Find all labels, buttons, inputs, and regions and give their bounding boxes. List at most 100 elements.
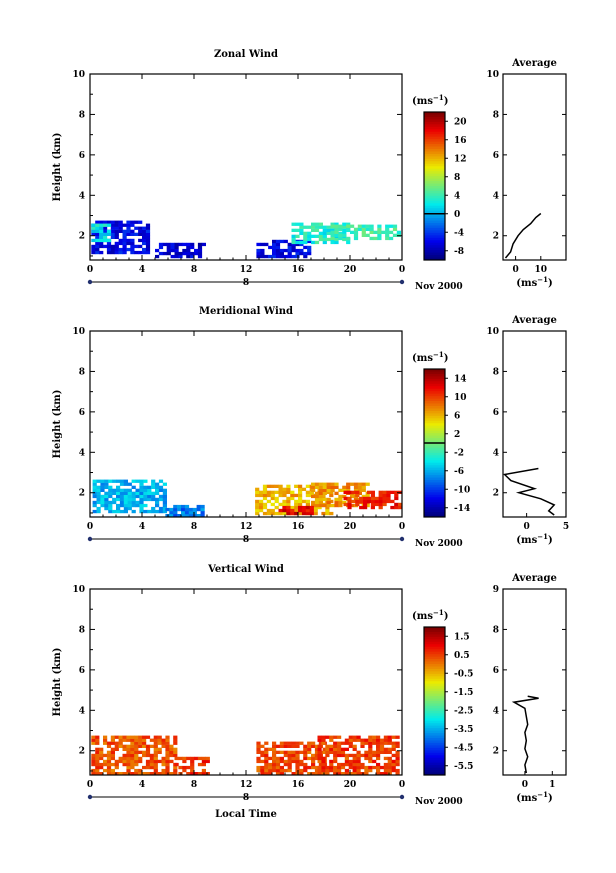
heatmap-cell xyxy=(256,242,261,247)
colorbar-segment xyxy=(424,183,445,187)
heatmap-cell xyxy=(158,506,164,511)
heatmap-region xyxy=(91,735,178,776)
heatmap-cell xyxy=(96,488,101,492)
heatmap-cell xyxy=(361,230,366,234)
heatmap-cell xyxy=(295,228,300,232)
heatmap-cell xyxy=(329,747,334,751)
heatmap-cell xyxy=(282,490,287,494)
heatmap-cell xyxy=(307,248,312,253)
colorbar-tick-label: -8 xyxy=(454,247,464,257)
heatmap-cell xyxy=(116,506,121,511)
heatmap-cell xyxy=(326,488,331,492)
heatmap-cell xyxy=(378,499,383,504)
heatmap-cell xyxy=(291,237,296,242)
heatmap-cell xyxy=(274,484,279,488)
heatmap-cell xyxy=(91,772,96,776)
heatmap-cell xyxy=(387,756,392,761)
heatmap-cell xyxy=(303,254,308,259)
heatmap-cell xyxy=(279,750,284,754)
colorbar-segment xyxy=(424,116,445,120)
heatmap-cell xyxy=(201,756,206,761)
colorbar-segment xyxy=(424,126,445,130)
heatmap-cell xyxy=(383,738,388,742)
heatmap-cell xyxy=(166,251,171,256)
average-y-tick-label: 8 xyxy=(493,367,499,377)
heatmap-cell xyxy=(307,772,312,776)
heatmap-cell xyxy=(295,762,300,767)
heatmap-cell xyxy=(147,491,152,495)
heatmap-cell xyxy=(266,490,271,494)
heatmap-cell xyxy=(139,491,144,495)
heatmap-cell xyxy=(317,738,322,742)
heatmap-cell xyxy=(106,753,112,758)
heatmap-cell xyxy=(272,248,277,253)
heatmap-cell xyxy=(305,508,310,513)
heatmap-cell xyxy=(145,750,151,754)
heatmap-cell xyxy=(313,511,318,516)
heatmap-cell xyxy=(145,747,151,751)
heatmap-cell xyxy=(145,229,151,233)
heatmap-cell xyxy=(317,744,322,748)
heatmap-cell xyxy=(391,753,396,758)
heatmap-cell xyxy=(118,247,123,252)
heatmap-cell xyxy=(157,741,162,745)
heatmap-cell xyxy=(264,772,269,776)
heatmap-cell xyxy=(295,753,300,758)
heatmap-cell xyxy=(298,487,303,491)
heatmap-cell xyxy=(348,762,353,767)
heatmap-cell xyxy=(272,741,277,745)
heatmap-cell xyxy=(119,500,125,505)
heatmap-cell xyxy=(157,750,162,754)
heatmap-cell xyxy=(376,735,381,739)
heatmap-cell xyxy=(131,509,136,514)
heatmap-cell xyxy=(174,248,179,253)
heatmap-cell xyxy=(169,772,174,776)
heatmap-cell xyxy=(95,738,100,742)
heatmap-cell xyxy=(353,233,359,237)
colorbar-segment xyxy=(424,487,445,491)
heatmap-cell xyxy=(114,223,119,227)
heatmap-cell xyxy=(162,482,167,486)
heatmap-cell xyxy=(114,241,119,246)
heatmap-cell xyxy=(145,223,151,227)
heatmap-cell xyxy=(361,494,366,499)
heatmap-cell xyxy=(298,496,303,501)
heatmap-cell xyxy=(342,233,347,237)
heatmap-cell xyxy=(343,490,348,494)
heatmap-cell xyxy=(205,759,210,764)
heatmap-cell xyxy=(290,490,295,494)
heatmap-cell xyxy=(95,772,100,776)
heatmap-cell xyxy=(344,756,349,761)
heatmap-cell xyxy=(368,747,373,751)
heatmap-cell xyxy=(268,765,273,770)
heatmap-cell xyxy=(303,225,308,229)
x-axis-label: Local Time xyxy=(215,809,277,820)
heatmap-cells xyxy=(91,735,400,776)
heatmap-cell xyxy=(338,497,343,502)
heatmap-cell xyxy=(134,735,139,739)
heatmap-cell xyxy=(317,765,322,770)
heatmap-cell xyxy=(142,744,147,748)
heatmap-cell xyxy=(181,510,186,515)
heatmap-cell xyxy=(303,231,308,235)
heatmap-cell xyxy=(351,490,356,494)
heatmap-cell xyxy=(190,768,195,773)
heatmap-cell xyxy=(359,499,364,504)
heatmap-cell xyxy=(294,502,299,507)
x-tick-label: 20 xyxy=(344,265,357,275)
heatmap-cell xyxy=(381,230,386,234)
heatmap-cell xyxy=(279,765,284,770)
heatmap-cell xyxy=(338,494,343,499)
heatmap-cell xyxy=(126,229,131,233)
heatmap-cell xyxy=(376,756,381,761)
heatmap-cell xyxy=(385,236,390,241)
heatmap-cell xyxy=(313,505,318,510)
colorbar-segment xyxy=(424,433,445,436)
heatmap-cell xyxy=(394,505,399,510)
heatmap-cell xyxy=(122,241,127,246)
heatmap-cell xyxy=(274,496,279,501)
heatmap-cell xyxy=(100,485,105,489)
heatmap-cell xyxy=(262,502,268,507)
heatmap-cell xyxy=(99,235,104,239)
heatmap-cell xyxy=(282,511,287,516)
